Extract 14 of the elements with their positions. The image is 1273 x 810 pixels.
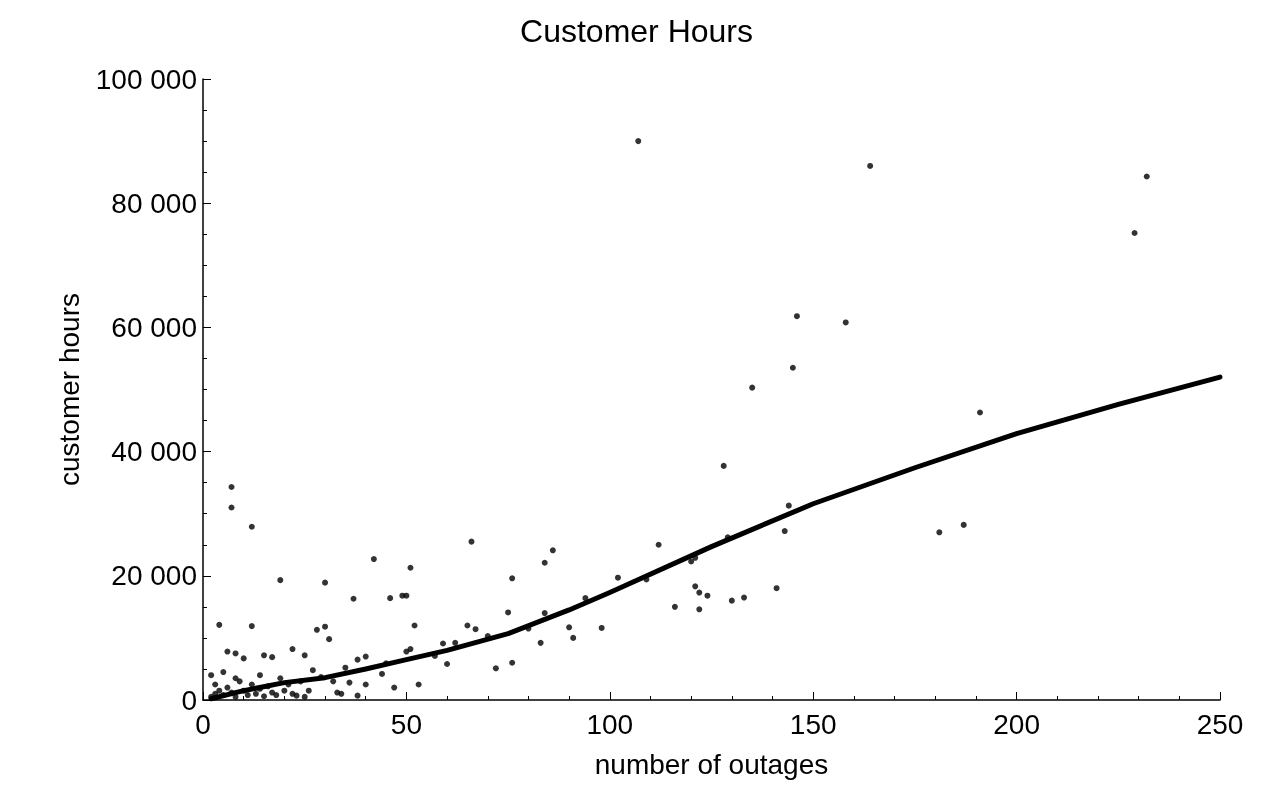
y-tick-label: 100 000 bbox=[95, 63, 197, 95]
x-axis-title: number of outages bbox=[594, 748, 829, 780]
chart-title: Customer Hours bbox=[520, 13, 753, 49]
y-tick-label: 0 bbox=[181, 684, 197, 716]
x-tick-label: 100 bbox=[586, 708, 634, 740]
x-tick-label: 50 bbox=[390, 708, 422, 740]
y-tick-label: 80 000 bbox=[111, 187, 197, 219]
y-tick-label: 40 000 bbox=[111, 436, 197, 468]
x-tick-label: 150 bbox=[789, 708, 837, 740]
y-tick-label: 20 000 bbox=[111, 560, 197, 592]
y-axis-title: customer hours bbox=[53, 293, 85, 486]
x-tick-label: 250 bbox=[1196, 708, 1244, 740]
x-tick-label: 200 bbox=[993, 708, 1040, 740]
y-tick-label: 60 000 bbox=[111, 311, 197, 343]
